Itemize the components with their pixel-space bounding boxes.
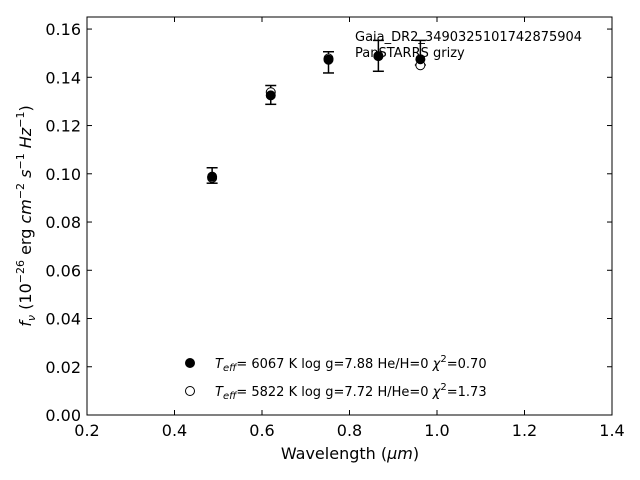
plot-frame <box>86 16 613 416</box>
annotation-photometry: PanSTARRS grizy <box>355 46 465 61</box>
model-point-filled <box>265 90 276 101</box>
x-axis-title-prefix: Wavelength ( <box>281 444 387 463</box>
y-tick-label: 0.04 <box>45 310 81 329</box>
x-tick-label: 1.0 <box>424 421 449 440</box>
x-axis-title: Wavelength (μm) <box>281 444 419 463</box>
y-tick-label: 0.02 <box>45 358 81 377</box>
x-tick-label: 1.4 <box>599 421 624 440</box>
legend-teff-2: 5822 <box>251 385 284 400</box>
model-point-filled <box>323 54 334 65</box>
legend-label-model-2: Teff= 5822 K log g=7.72 H/He=0 χ2=1.73 <box>215 382 487 402</box>
y-tick-label: 0.12 <box>45 117 81 136</box>
x-tick-label: 0.6 <box>249 421 274 440</box>
data-point-group <box>207 51 426 183</box>
error-bar-group <box>206 39 426 184</box>
legend-chi2-2: 1.73 <box>458 385 487 400</box>
y-tick-label: 0.14 <box>45 68 81 87</box>
annotation-source-id: Gaia_DR2_3490325101742875904 <box>355 30 582 45</box>
legend-comp-1: He/H=0 <box>377 357 428 372</box>
x-tick-label: 0.8 <box>337 421 362 440</box>
legend-comp-2: H/He=0 <box>377 385 428 400</box>
legend-chi2-1: 0.70 <box>458 357 487 372</box>
legend-logg-1: 7.88 <box>344 357 373 372</box>
legend-marker-open <box>185 386 195 396</box>
y-tick-label: 0.08 <box>45 213 81 232</box>
legend-label-model-1: Teff= 6067 K log g=7.88 He/H=0 χ2=0.70 <box>215 354 487 374</box>
legend-marker-filled <box>185 358 195 368</box>
model-point-filled <box>207 171 218 182</box>
y-tick-label: 0.10 <box>45 165 81 184</box>
y-tick-label: 0.16 <box>45 20 81 39</box>
model-point-filled <box>373 51 384 62</box>
y-tick-label: 0.06 <box>45 261 81 280</box>
svg-text:fν (10−26 erg cm−2 s−1 Hz−1): fν (10−26 erg cm−2 s−1 Hz−1) <box>14 105 38 326</box>
x-tick-label: 1.2 <box>512 421 537 440</box>
legend: Teff= 6067 K log g=7.88 He/H=0 χ2=0.70 T… <box>185 354 487 402</box>
x-axis-title-unit: μm <box>386 444 413 463</box>
y-axis-title: fν (10−26 erg cm−2 s−1 Hz−1) <box>14 105 38 326</box>
x-axis-title-suffix: ) <box>413 444 419 463</box>
y-tick-label: 0.00 <box>45 406 81 425</box>
x-tick-label: 0.4 <box>162 421 187 440</box>
x-tick-label: 0.2 <box>74 421 99 440</box>
legend-logg-2: 7.72 <box>344 385 373 400</box>
model-point-filled <box>415 54 426 65</box>
legend-teff-1: 6067 <box>251 357 284 372</box>
tick-group: 0.2 0.4 0.6 0.8 1.0 1.2 1.4 0.00 0.02 0.04 0.06 0.0… <box>45 17 625 440</box>
